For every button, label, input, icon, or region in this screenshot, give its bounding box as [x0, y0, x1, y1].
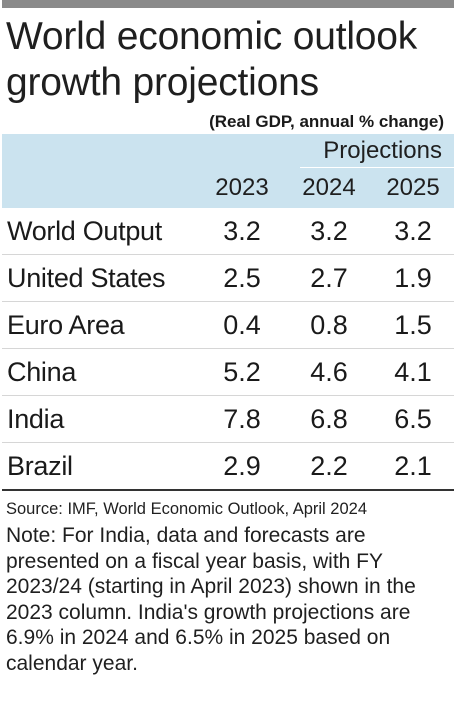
year-header-2023: 2023	[198, 168, 286, 208]
header-blank-2023	[198, 134, 286, 168]
top-bar	[2, 0, 454, 8]
value-2023: 3.2	[198, 208, 286, 255]
value-2023: 2.9	[198, 442, 286, 491]
value-2025: 2.1	[372, 442, 455, 491]
value-2025: 1.5	[372, 301, 455, 349]
value-2023: 0.4	[198, 301, 286, 349]
country-name: Brazil	[2, 442, 198, 491]
value-2025: 3.2	[372, 208, 455, 255]
value-2025: 6.5	[372, 395, 455, 443]
year-header-2025: 2025	[372, 168, 455, 208]
table-header: Projections 2023 2024 2025	[2, 134, 455, 208]
title-line-2: growth projections	[6, 61, 319, 104]
header-blank	[2, 134, 198, 168]
value-2024: 3.2	[286, 208, 372, 255]
value-2024: 2.7	[286, 254, 372, 302]
value-2025: 4.1	[372, 348, 455, 396]
country-name: China	[2, 348, 198, 396]
country-name: United States	[2, 254, 198, 302]
value-2024: 2.2	[286, 442, 372, 491]
value-2023: 7.8	[198, 395, 286, 443]
value-2024: 4.6	[286, 348, 372, 396]
projections-label: Projections	[300, 137, 455, 168]
value-2023: 5.2	[198, 348, 286, 396]
projections-header: Projections	[286, 134, 455, 168]
value-2025: 1.9	[372, 254, 455, 302]
value-2024: 0.8	[286, 301, 372, 349]
table-row: China 5.2 4.6 4.1	[2, 348, 455, 396]
country-name: Euro Area	[2, 301, 198, 349]
subtitle: (Real GDP, annual % change)	[209, 112, 444, 131]
table-row: Euro Area 0.4 0.8 1.5	[2, 301, 455, 349]
country-name: World Output	[2, 208, 198, 255]
growth-table: Projections 2023 2024 2025 World Output …	[2, 134, 455, 491]
source-line: Source: IMF, World Economic Outlook, Apr…	[6, 500, 368, 518]
title-line-1: World economic outlook	[6, 15, 418, 58]
table-row: United States 2.5 2.7 1.9	[2, 254, 455, 302]
table-row: World Output 3.2 3.2 3.2	[2, 208, 455, 255]
table-row: Brazil 2.9 2.2 2.1	[2, 442, 455, 491]
page-title: World economic outlook growth projection…	[6, 14, 456, 106]
country-name: India	[2, 395, 198, 443]
note-text: Note: For India, data and forecasts are …	[6, 524, 416, 675]
table-body: World Output 3.2 3.2 3.2 United States 2…	[2, 208, 455, 491]
header-country-blank	[2, 168, 198, 208]
year-header-2024: 2024	[286, 168, 372, 208]
value-2024: 6.8	[286, 395, 372, 443]
table-row: India 7.8 6.8 6.5	[2, 395, 455, 443]
value-2023: 2.5	[198, 254, 286, 302]
